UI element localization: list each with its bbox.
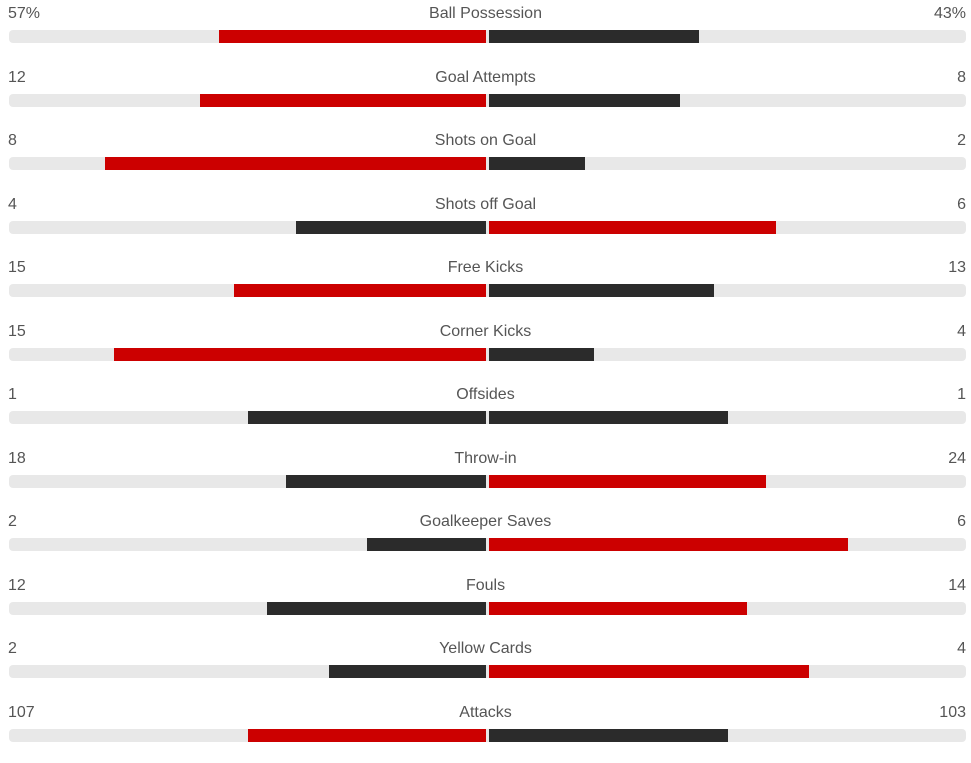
stat-label: Ball Possession [429,5,542,22]
away-value: 13 [948,259,966,276]
home-bar [267,601,486,615]
home-bar [367,538,486,551]
stat-label: Offsides [456,386,515,403]
home-value: 15 [8,259,26,276]
stat-row-goalkeeper-saves: 2 Goalkeeper Saves 6 [0,508,971,572]
stat-bar-track [9,728,966,742]
home-value: 57% [8,5,41,22]
home-value: 2 [8,640,17,657]
stat-bar-track [9,411,966,424]
away-value: 14 [948,576,966,594]
stat-bar-track [9,601,966,615]
stat-label: Free Kicks [447,259,524,276]
away-value: 43% [933,5,966,22]
stat-bar-track [9,220,966,234]
home-bar [234,284,486,297]
stat-bar-track [9,30,966,43]
stat-row-fouls: 12 Fouls 14 [0,572,971,636]
stat-bar-track [9,474,966,488]
stat-row-free-kicks: 15 Free Kicks 13 [0,254,971,318]
stat-label: Throw-in [454,449,517,467]
stat-label: Corner Kicks [439,322,532,340]
stat-row-corner-kicks: 15 Corner Kicks 4 [0,318,971,382]
home-bar [248,728,486,742]
stat-row-yellow-cards: 2 Yellow Cards 4 [0,635,971,699]
away-bar [489,284,714,297]
home-value: 8 [8,132,17,149]
away-bar [489,665,809,678]
away-bar [489,538,848,551]
stat-row-offsides: 1 Offsides 1 [0,381,971,445]
home-bar [219,30,486,43]
away-bar [489,601,747,615]
stat-label: Fouls [465,576,506,594]
home-bar [105,157,486,170]
away-value: 1 [957,386,966,403]
away-bar [489,30,699,43]
home-value: 12 [8,68,26,86]
home-bar [286,474,486,488]
away-bar [489,157,585,170]
away-value: 6 [957,195,966,213]
stat-row-shots-on-goal: 8 Shots on Goal 2 [0,127,971,191]
home-value: 15 [8,322,26,340]
away-bar [489,411,728,424]
away-value: 4 [957,322,966,340]
stat-row-ball-possession: 57% Ball Possession 43% [0,0,971,64]
stat-label: Goalkeeper Saves [419,513,552,530]
home-bar [329,665,486,678]
home-value: 12 [8,576,26,594]
stat-label: Shots off Goal [434,195,537,213]
home-value: 2 [8,513,17,530]
stat-row-shots-off-goal: 4 Shots off Goal 6 [0,191,971,255]
away-value: 103 [939,703,966,721]
stat-label: Goal Attempts [435,68,536,86]
stat-label: Shots on Goal [434,132,537,149]
away-value: 4 [957,640,966,657]
home-bar [296,220,486,234]
stat-row-goal-attempts: 12 Goal Attempts 8 [0,64,971,128]
away-bar [489,728,728,742]
home-value: 4 [8,195,17,213]
stat-row-attacks: 107 Attacks 103 [0,699,971,763]
away-bar [489,93,680,107]
home-bar [248,411,486,424]
stat-bar-track [9,665,966,678]
home-bar [114,347,486,361]
away-bar [489,347,594,361]
stat-label: Yellow Cards [439,640,532,657]
away-bar [489,220,776,234]
home-bar [200,93,486,107]
stat-bar-track [9,284,966,297]
home-value: 1 [8,386,17,403]
away-value: 6 [957,513,966,530]
home-value: 107 [8,703,35,721]
away-value: 8 [957,68,966,86]
home-value: 18 [8,449,26,467]
away-value: 24 [948,449,966,467]
away-value: 2 [957,132,966,149]
stat-label: Attacks [459,703,512,721]
stat-row-throw-in: 18 Throw-in 24 [0,445,971,509]
stat-bar-track [9,93,966,107]
away-bar [489,474,766,488]
